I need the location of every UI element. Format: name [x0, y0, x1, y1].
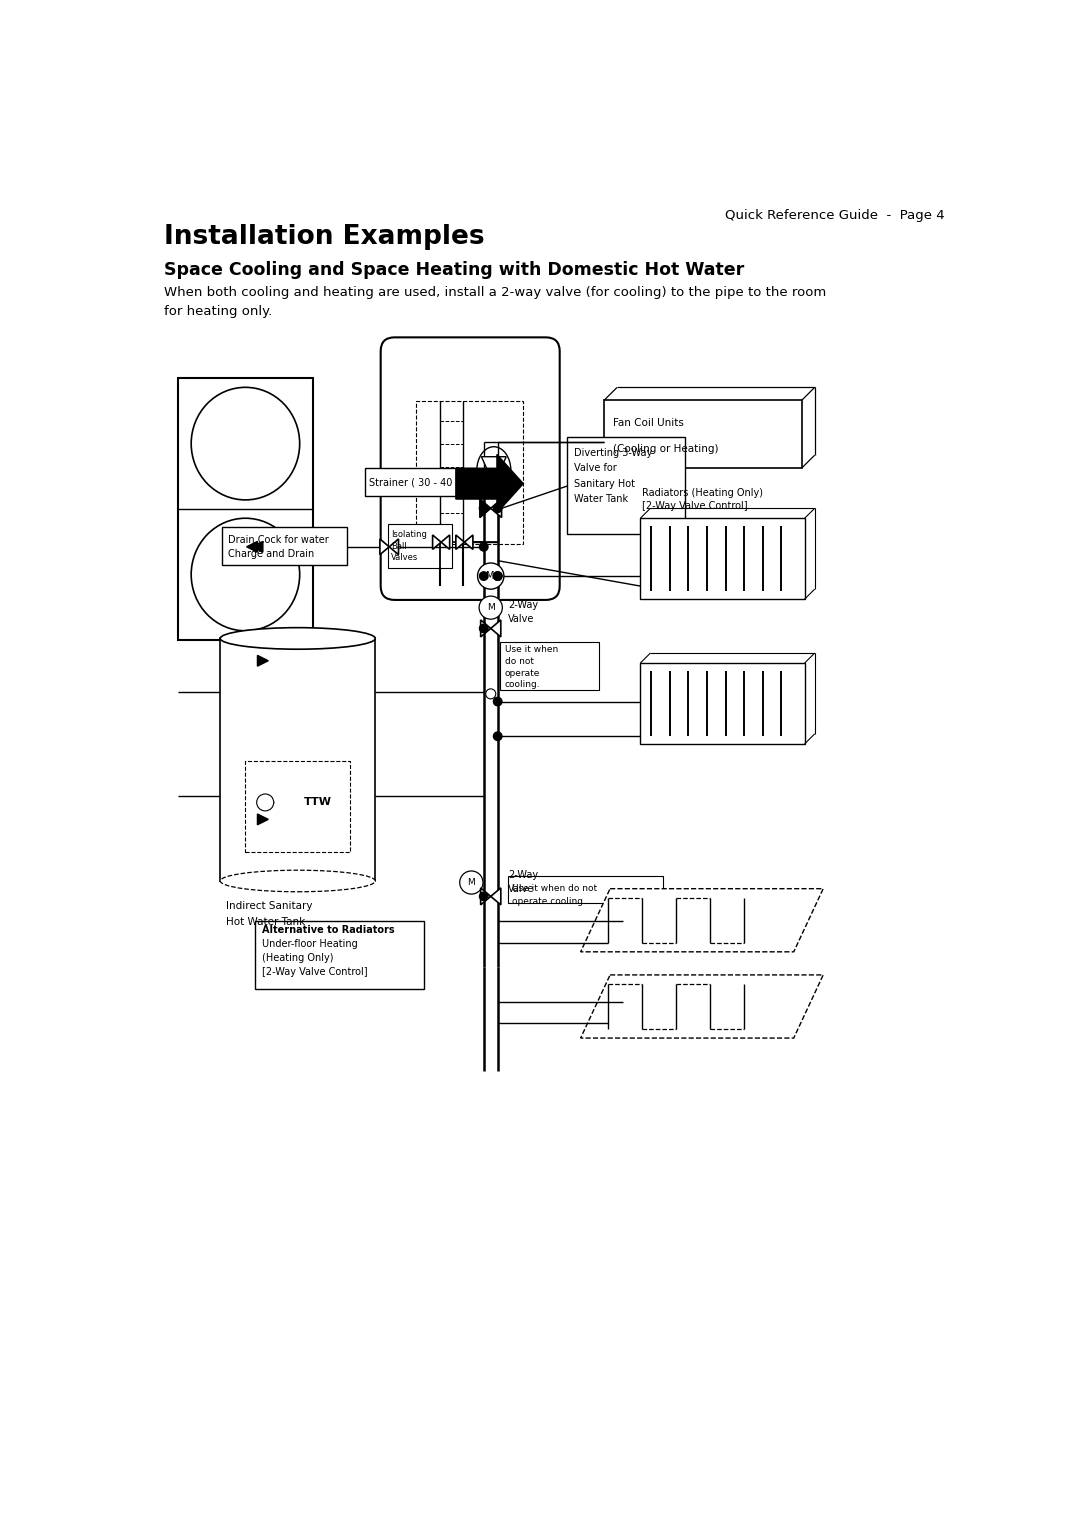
Circle shape [480, 480, 488, 487]
FancyBboxPatch shape [221, 527, 348, 565]
Polygon shape [257, 814, 268, 825]
Text: M: M [468, 879, 475, 888]
Circle shape [480, 504, 488, 512]
Text: Use it when do not: Use it when do not [512, 885, 597, 894]
Text: TTW: TTW [303, 798, 332, 807]
Circle shape [494, 571, 502, 581]
Polygon shape [257, 656, 268, 666]
FancyBboxPatch shape [604, 400, 801, 468]
Text: Water Tank: Water Tank [573, 494, 627, 504]
Polygon shape [490, 620, 501, 637]
Polygon shape [481, 888, 490, 905]
Text: Sanitary Hot: Sanitary Hot [573, 478, 635, 489]
Text: Charge and Drain: Charge and Drain [228, 550, 314, 559]
Circle shape [257, 795, 273, 811]
Circle shape [494, 571, 502, 581]
Ellipse shape [476, 446, 511, 495]
FancyBboxPatch shape [380, 338, 559, 601]
Text: Space Cooling and Space Heating with Domestic Hot Water: Space Cooling and Space Heating with Dom… [164, 261, 745, 280]
Polygon shape [246, 541, 257, 552]
Text: 2-Way: 2-Way [508, 869, 538, 880]
Text: Alternative to Radiators: Alternative to Radiators [262, 926, 394, 935]
FancyBboxPatch shape [567, 437, 685, 535]
Text: Use it when: Use it when [504, 645, 558, 654]
Text: Valve: Valve [508, 883, 535, 894]
Polygon shape [456, 454, 524, 513]
FancyBboxPatch shape [416, 402, 524, 544]
Circle shape [494, 697, 502, 706]
Polygon shape [581, 889, 823, 952]
Circle shape [460, 871, 483, 894]
Text: (Heating Only): (Heating Only) [262, 953, 334, 963]
Ellipse shape [191, 518, 299, 631]
Text: Valve for: Valve for [573, 463, 617, 474]
Text: Under-floor Heating: Under-floor Heating [262, 940, 357, 949]
FancyBboxPatch shape [389, 524, 451, 568]
FancyBboxPatch shape [500, 642, 599, 691]
Polygon shape [480, 500, 490, 518]
Text: Indirect Sanitary: Indirect Sanitary [227, 902, 313, 911]
Circle shape [477, 562, 504, 590]
Polygon shape [482, 457, 507, 484]
FancyBboxPatch shape [640, 663, 805, 744]
Polygon shape [581, 975, 823, 1038]
Text: [2-Way Valve Control]: [2-Way Valve Control] [262, 967, 367, 976]
Text: Isolating: Isolating [391, 530, 427, 539]
Text: Diverting 3-Way: Diverting 3-Way [573, 448, 652, 458]
FancyBboxPatch shape [508, 876, 663, 903]
FancyBboxPatch shape [255, 921, 424, 989]
Polygon shape [481, 620, 490, 637]
Text: Radiators (Heating Only): Radiators (Heating Only) [642, 487, 762, 498]
Text: M: M [487, 604, 495, 613]
Polygon shape [464, 535, 473, 550]
Polygon shape [490, 888, 501, 905]
Text: operate: operate [504, 669, 540, 677]
Polygon shape [252, 541, 262, 552]
Ellipse shape [220, 628, 375, 649]
Text: Quick Reference Guide  -  Page 4: Quick Reference Guide - Page 4 [726, 209, 945, 222]
Polygon shape [490, 500, 501, 518]
Text: Fan Coil Units: Fan Coil Units [613, 417, 684, 428]
Circle shape [494, 732, 502, 741]
Circle shape [480, 623, 488, 633]
Text: do not: do not [504, 657, 534, 666]
Polygon shape [433, 535, 441, 550]
Polygon shape [389, 539, 399, 555]
Ellipse shape [191, 387, 299, 500]
FancyBboxPatch shape [245, 761, 350, 851]
Circle shape [480, 596, 502, 619]
FancyBboxPatch shape [177, 377, 313, 640]
Text: (Cooling or Heating): (Cooling or Heating) [613, 445, 718, 454]
Ellipse shape [220, 871, 375, 892]
Text: for heating only.: for heating only. [164, 306, 272, 318]
Text: Valve: Valve [508, 614, 535, 623]
Polygon shape [380, 539, 389, 555]
Polygon shape [456, 535, 464, 550]
Circle shape [486, 689, 496, 698]
Text: M: M [486, 571, 495, 581]
Text: Strainer ( 30 - 40 mesh ): Strainer ( 30 - 40 mesh ) [369, 477, 489, 487]
Text: [2-Way Valve Control]: [2-Way Valve Control] [642, 501, 747, 510]
Circle shape [480, 892, 488, 900]
Polygon shape [441, 535, 449, 550]
Text: cooling.: cooling. [504, 680, 540, 689]
Circle shape [480, 542, 488, 552]
Text: Drain Cock for water: Drain Cock for water [228, 535, 328, 545]
Text: Valves: Valves [391, 553, 418, 562]
Circle shape [480, 504, 488, 512]
FancyBboxPatch shape [640, 518, 805, 599]
FancyBboxPatch shape [365, 468, 475, 497]
Text: Hot Water Tank: Hot Water Tank [227, 917, 306, 927]
Circle shape [494, 504, 502, 512]
Text: operate cooling.: operate cooling. [512, 897, 586, 906]
Circle shape [480, 571, 488, 581]
FancyBboxPatch shape [220, 639, 375, 882]
Text: 2-Way: 2-Way [508, 601, 538, 610]
Text: Installation Examples: Installation Examples [164, 225, 485, 251]
Text: When both cooling and heating are used, install a 2-way valve (for cooling) to t: When both cooling and heating are used, … [164, 286, 826, 299]
Text: Ball: Ball [391, 541, 406, 550]
